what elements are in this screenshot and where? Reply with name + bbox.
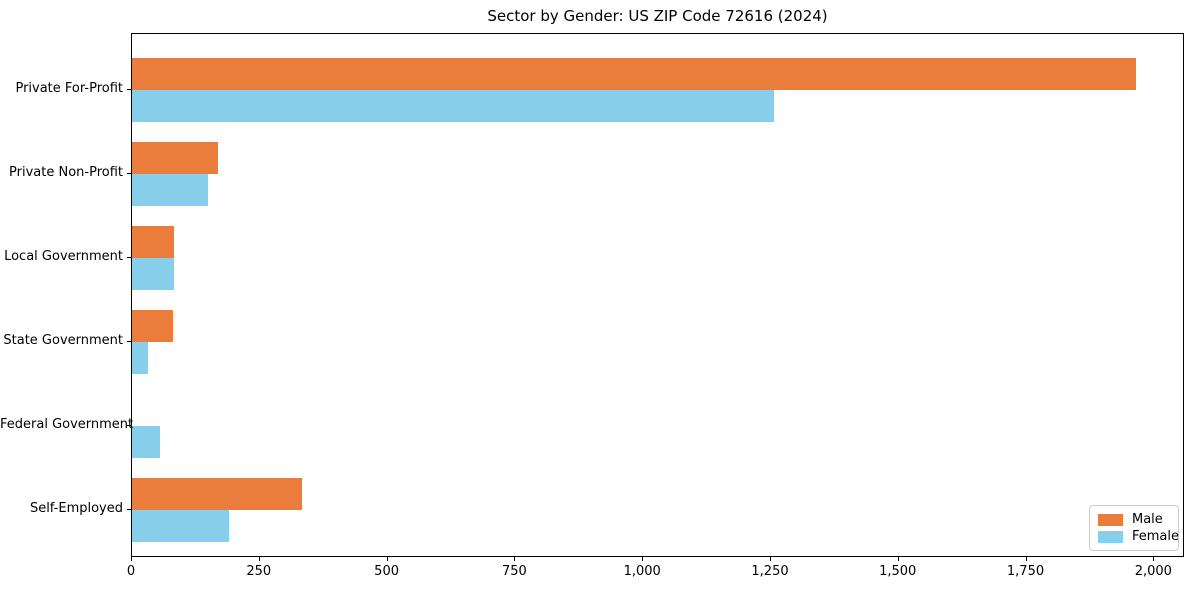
legend-label-male: Male xyxy=(1132,511,1163,527)
category-label: Self-Employed xyxy=(29,501,123,516)
chart-title: Sector by Gender: US ZIP Code 72616 (202… xyxy=(487,7,828,25)
x-tick-label: 2,000 xyxy=(1134,564,1172,579)
category-label: State Government xyxy=(3,333,123,348)
male-swatch-icon xyxy=(1098,513,1123,526)
x-tick-label: 1,250 xyxy=(751,564,789,579)
legend-label-female: Female xyxy=(1132,528,1180,544)
x-tick-mark xyxy=(897,557,899,561)
legend-entry-male: Male xyxy=(1098,512,1170,527)
female-bar xyxy=(132,174,209,206)
male-bar xyxy=(132,58,1137,90)
male-bar xyxy=(132,226,175,258)
x-tick-mark xyxy=(1153,557,1155,561)
y-tick-mark xyxy=(127,509,131,510)
x-tick-label: 500 xyxy=(374,564,400,579)
female-bar xyxy=(132,90,774,122)
female-swatch-icon xyxy=(1098,530,1123,543)
x-tick-label: 750 xyxy=(501,564,527,579)
y-tick-mark xyxy=(127,257,131,258)
y-tick-mark xyxy=(127,173,131,174)
x-tick-mark xyxy=(258,557,260,561)
y-tick-mark xyxy=(127,341,131,342)
plot-area xyxy=(131,33,1184,557)
x-tick-label: 0 xyxy=(126,564,136,579)
x-tick-mark xyxy=(1025,557,1027,561)
x-tick-mark xyxy=(642,557,644,561)
x-tick-label: 250 xyxy=(246,564,272,579)
x-tick-mark xyxy=(131,557,132,561)
y-tick-mark xyxy=(127,425,131,426)
legend: Male Female xyxy=(1089,505,1179,551)
x-tick-label: 1,000 xyxy=(623,564,661,579)
x-tick-label: 1,750 xyxy=(1006,564,1045,579)
x-tick-mark xyxy=(514,557,516,561)
x-tick-mark xyxy=(770,557,771,561)
female-bar xyxy=(132,426,161,458)
male-bar xyxy=(132,142,218,174)
x-tick-mark xyxy=(386,557,388,561)
female-bar xyxy=(132,342,148,374)
male-bar xyxy=(132,478,302,510)
category-label: Private For-Profit xyxy=(15,81,123,96)
category-label: Federal Government xyxy=(0,417,134,432)
category-label: Private Non-Profit xyxy=(9,165,123,180)
y-tick-mark xyxy=(127,89,131,90)
female-bar xyxy=(132,510,230,542)
legend-entry-female: Female xyxy=(1098,529,1179,544)
x-tick-label: 1,500 xyxy=(879,564,917,579)
category-label: Local Government xyxy=(4,249,123,264)
male-bar xyxy=(132,310,173,342)
female-bar xyxy=(132,258,175,290)
